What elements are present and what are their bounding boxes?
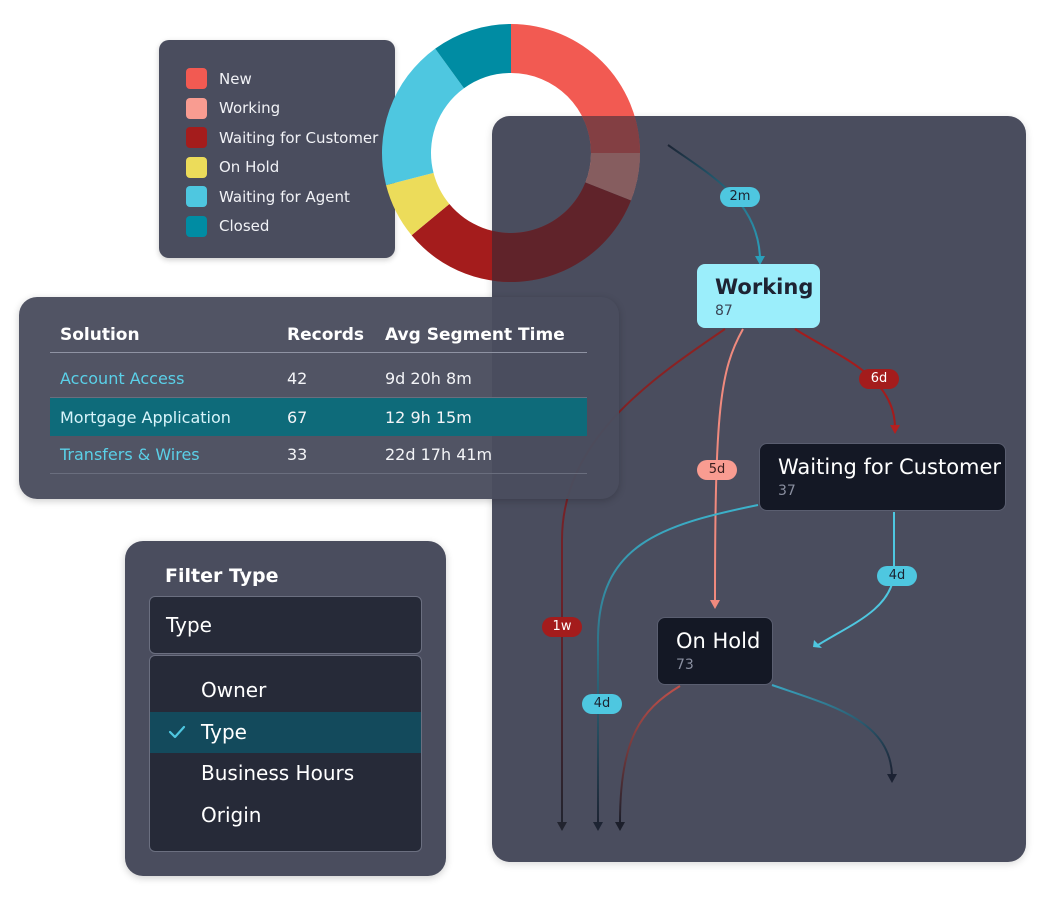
legend-item-on-hold: On Hold bbox=[186, 153, 395, 183]
legend-panel: New Working Waiting for Customer On Hold… bbox=[159, 40, 395, 258]
legend-swatch bbox=[186, 156, 207, 178]
node-count: 87 bbox=[715, 303, 733, 319]
legend-swatch bbox=[186, 97, 207, 119]
edge-label-6d: 6d bbox=[859, 369, 899, 389]
cell-solution[interactable]: Account Access bbox=[60, 369, 185, 388]
table-row[interactable]: Account Access 42 9d 20h 8m bbox=[50, 360, 587, 398]
edge-label-5d: 5d bbox=[697, 460, 737, 480]
donut-segment-waiting-for-agent bbox=[382, 48, 464, 186]
table-row-selected[interactable]: Mortgage Application 67 12 9h 15m bbox=[50, 398, 587, 436]
node-title: On Hold bbox=[676, 629, 761, 653]
node-title: Working bbox=[715, 275, 814, 299]
filter-type-options: Owner Type Business Hours Origin bbox=[149, 655, 422, 852]
edge-label-2m: 2m bbox=[720, 187, 760, 207]
status-donut-chart bbox=[382, 24, 640, 282]
node-count: 37 bbox=[778, 483, 796, 499]
option-label: Owner bbox=[201, 678, 267, 702]
edge-label-4d-right: 4d bbox=[877, 566, 917, 586]
cell-records: 67 bbox=[287, 407, 308, 427]
legend-item-closed: Closed bbox=[186, 212, 395, 242]
legend-item-working: Working bbox=[186, 94, 395, 124]
donut-segment-closed bbox=[435, 24, 511, 89]
cell-avg: 22d 17h 41m bbox=[385, 445, 493, 464]
filter-type-panel: Filter Type Type Owner Type Business Hou… bbox=[125, 541, 446, 876]
edge-label-4d-left: 4d bbox=[582, 694, 622, 714]
legend-swatch bbox=[186, 68, 207, 90]
cell-solution[interactable]: Transfers & Wires bbox=[60, 445, 200, 464]
header-records: Records bbox=[287, 324, 365, 345]
option-origin[interactable]: Origin bbox=[150, 795, 421, 837]
cell-avg: 9d 20h 8m bbox=[385, 369, 472, 388]
option-business-hours[interactable]: Business Hours bbox=[150, 753, 421, 795]
header-solution: Solution bbox=[60, 324, 140, 345]
filter-type-select[interactable]: Type bbox=[149, 596, 422, 654]
legend-label: On Hold bbox=[219, 158, 280, 177]
node-count: 73 bbox=[676, 657, 694, 673]
legend-label: Waiting for Agent bbox=[219, 187, 350, 206]
legend-label: New bbox=[219, 69, 252, 88]
legend-swatch bbox=[186, 127, 207, 149]
legend-item-waiting-for-customer: Waiting for Customer bbox=[186, 123, 395, 153]
cell-solution[interactable]: Mortgage Application bbox=[60, 407, 231, 427]
legend-item-new: New bbox=[186, 64, 395, 94]
legend-label: Closed bbox=[219, 217, 270, 236]
legend-item-waiting-for-agent: Waiting for Agent bbox=[186, 182, 395, 212]
edge-label-1w: 1w bbox=[542, 617, 582, 637]
option-label: Type bbox=[201, 719, 247, 744]
node-waiting-for-customer[interactable]: Waiting for Customer 37 bbox=[759, 443, 1006, 511]
header-avg-segment-time: Avg Segment Time bbox=[385, 324, 565, 345]
option-type-selected[interactable]: Type bbox=[150, 711, 421, 753]
option-label: Origin bbox=[201, 802, 262, 827]
legend-swatch bbox=[186, 186, 207, 208]
donut-overlap-shade bbox=[492, 116, 640, 282]
node-working[interactable]: Working 87 bbox=[697, 264, 820, 328]
option-label: Business Hours bbox=[201, 761, 355, 785]
legend-label: Working bbox=[219, 99, 281, 118]
legend-label: Waiting for Customer bbox=[219, 128, 379, 147]
cell-records: 42 bbox=[287, 369, 308, 388]
solution-table-panel: Solution Records Avg Segment Time Accoun… bbox=[19, 297, 619, 499]
legend-swatch bbox=[186, 215, 207, 237]
checkmark-icon bbox=[168, 725, 186, 738]
donut-segment-on-hold bbox=[386, 172, 450, 236]
cell-avg: 12 9h 15m bbox=[385, 407, 472, 427]
filter-title: Filter Type bbox=[165, 565, 279, 587]
table-row[interactable]: Transfers & Wires 33 22d 17h 41m bbox=[50, 436, 587, 474]
node-on-hold[interactable]: On Hold 73 bbox=[657, 617, 773, 685]
table-header-row: Solution Records Avg Segment Time bbox=[50, 317, 587, 353]
option-owner[interactable]: Owner bbox=[150, 670, 421, 712]
cell-records: 33 bbox=[287, 445, 308, 464]
node-title: Waiting for Customer bbox=[778, 455, 1002, 479]
